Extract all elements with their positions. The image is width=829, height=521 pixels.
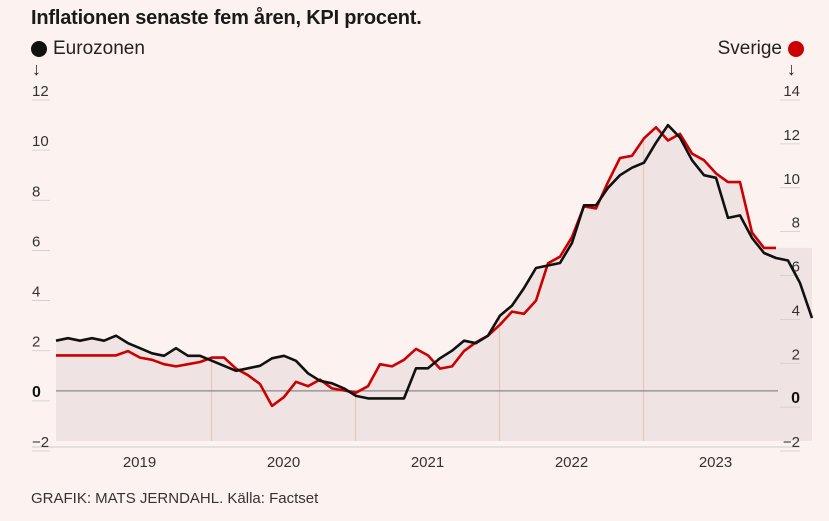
- right-axis-tick-label: 8: [792, 215, 800, 232]
- series-line-eurozonen: [55, 123, 814, 400]
- right-axis-tick-label: −2: [783, 434, 800, 451]
- right-axis-tick-label: 12: [783, 127, 800, 144]
- left-axis-tick-label: 12: [32, 83, 49, 100]
- eurozone-dot-icon: [31, 41, 47, 57]
- left-axis-arrow-icon: ↓: [32, 59, 41, 79]
- left-axis-tick-label: 4: [32, 284, 40, 301]
- legend-sweden: Sverige: [718, 38, 804, 60]
- right-axis-tick-label: 0: [791, 390, 800, 407]
- credit-text: GRAFIK: MATS JERNDAHL. Källa: Factset: [31, 490, 319, 507]
- left-axis-tick-label: 0: [32, 384, 41, 401]
- area-fill: [56, 125, 812, 441]
- right-axis-tick-label: 4: [792, 302, 800, 319]
- x-axis-tick-label: 2023: [699, 454, 732, 471]
- left-axis-tick-label: −2: [32, 434, 49, 451]
- left-axis-tick-label: 8: [32, 183, 40, 200]
- left-axis-tick-label: 10: [32, 133, 49, 150]
- chart-title: Inflationen senaste fem åren, KPI procen…: [31, 7, 422, 29]
- left-axis-tick-label: 6: [32, 233, 40, 250]
- x-axis-tick-label: 2022: [555, 454, 588, 471]
- x-axis-tick-label: 2019: [123, 454, 156, 471]
- legend-eurozone-label: Eurozonen: [53, 38, 145, 59]
- sweden-dot-icon: [788, 41, 804, 57]
- series-line-sverige: [56, 126, 776, 408]
- right-axis-tick-label: 14: [783, 83, 800, 100]
- right-axis-tick-label: 10: [783, 171, 800, 188]
- right-axis-tick-label: 6: [792, 259, 800, 276]
- x-axis-tick-label: 2020: [267, 454, 300, 471]
- right-axis-arrow-icon: ↓: [787, 59, 796, 79]
- left-axis-tick-label: 2: [32, 334, 40, 351]
- legend-sweden-label: Sverige: [717, 38, 782, 59]
- right-axis-tick-label: 2: [792, 346, 800, 363]
- legend-eurozone: Eurozonen: [31, 38, 145, 60]
- x-axis-tick-label: 2021: [411, 454, 444, 471]
